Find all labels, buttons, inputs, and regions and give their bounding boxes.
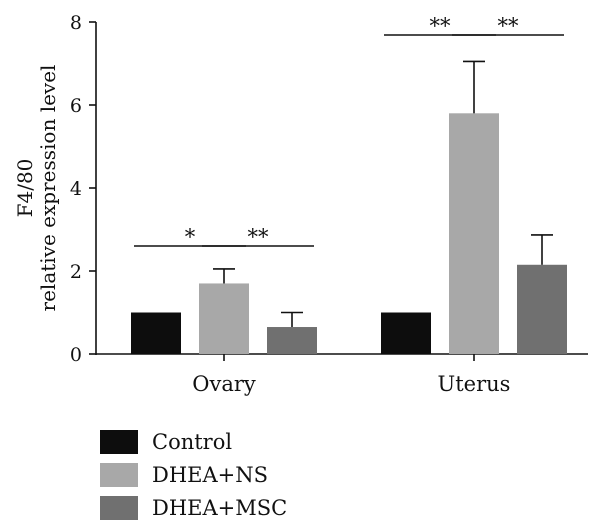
y-tick-label: 6 <box>70 95 82 117</box>
x-tick-label: Ovary <box>192 372 256 396</box>
legend-swatch <box>100 430 138 454</box>
y-tick-label: 4 <box>70 178 82 200</box>
legend-swatch <box>100 496 138 520</box>
significance-label: ** <box>498 14 520 38</box>
y-tick-label: 0 <box>70 344 82 366</box>
y-axis-label-line2: relative expression level <box>36 65 60 312</box>
error-bars <box>213 60 553 328</box>
significance-marks: * **** ** <box>134 14 564 249</box>
legend-label: Control <box>152 430 232 454</box>
bar <box>517 264 567 354</box>
y-tick-label: 8 <box>70 12 82 34</box>
significance-label: * <box>185 225 196 249</box>
bar <box>131 312 181 354</box>
legend: Control DHEA+NS DHEA+MSC <box>100 430 287 520</box>
legend-label: DHEA+MSC <box>152 496 287 520</box>
bar <box>267 327 317 354</box>
x-tick-label: Uterus <box>438 372 511 396</box>
bar <box>381 312 431 354</box>
y-axis-label: F4/80 relative expression level <box>13 65 60 312</box>
bar <box>199 283 249 354</box>
y-axis-label-line1: F4/80 <box>13 159 37 218</box>
axes: 0 2 4 6 8 Ovary Uterus <box>70 12 588 396</box>
significance-label: ** <box>430 14 452 38</box>
bars <box>131 113 567 354</box>
bar <box>449 113 499 354</box>
legend-label: DHEA+NS <box>152 463 268 487</box>
y-tick-label: 2 <box>70 261 82 283</box>
significance-label: ** <box>248 225 270 249</box>
legend-swatch <box>100 463 138 487</box>
